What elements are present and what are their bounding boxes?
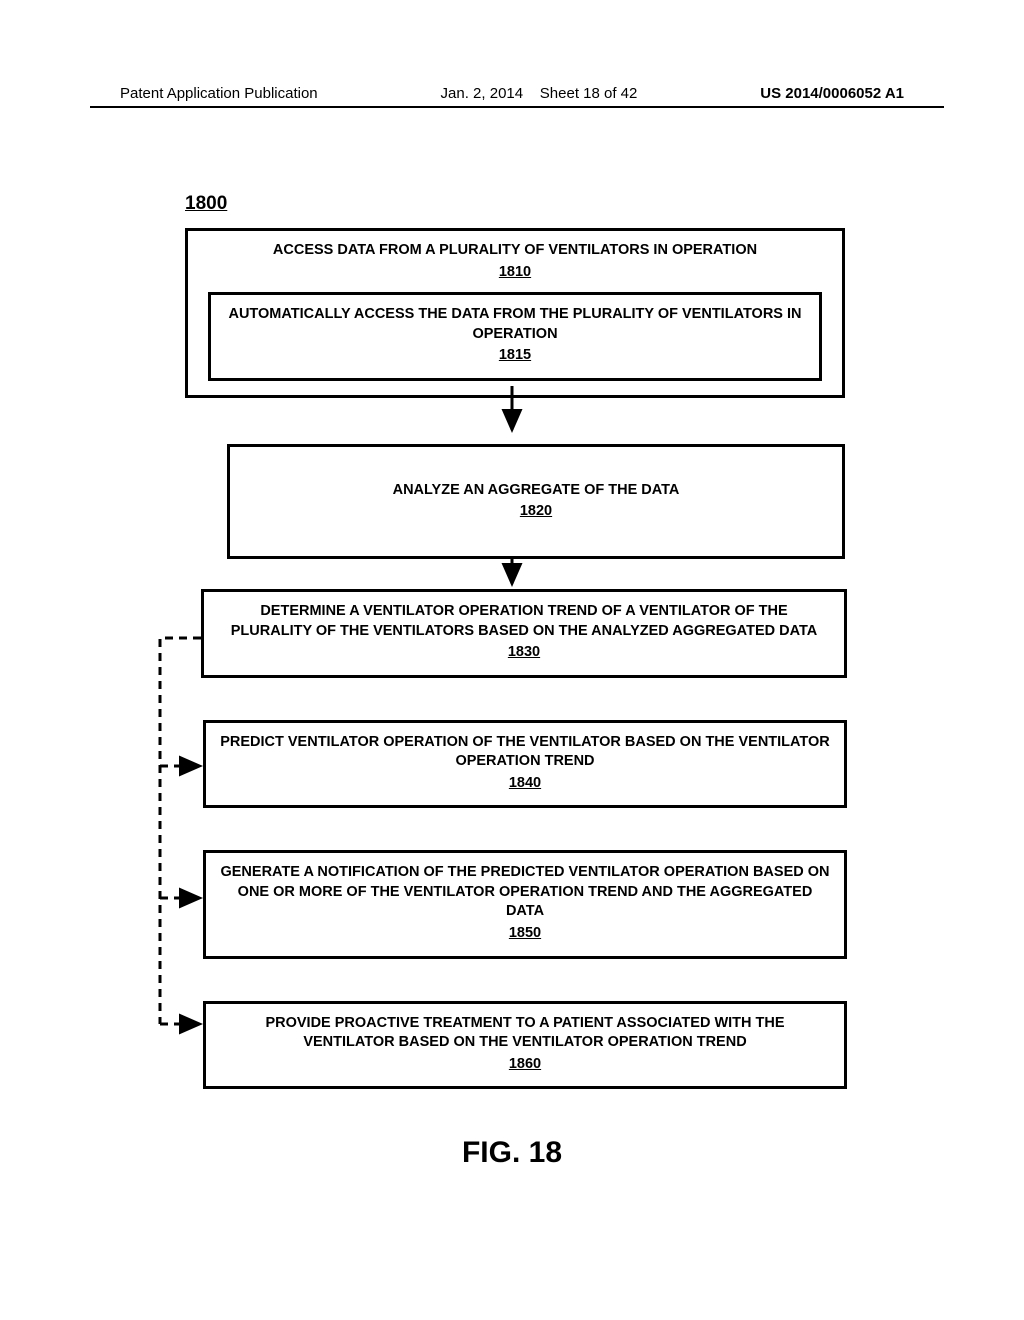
flow-step-ref: 1860 (220, 1055, 830, 1075)
flow-step-1850: GENERATE A NOTIFICATION OF THE PREDICTED… (203, 850, 847, 958)
flowchart: ACCESS DATA FROM A PLURALITY OF VENTILAT… (175, 228, 855, 1089)
flow-step-1815: AUTOMATICALLY ACCESS THE DATA FROM THE P… (208, 292, 822, 381)
flow-step-ref: 1810 (202, 263, 828, 283)
flow-step-text: GENERATE A NOTIFICATION OF THE PREDICTED… (220, 864, 829, 919)
header-rule (90, 106, 944, 108)
header-date-sheet: Jan. 2, 2014 Sheet 18 of 42 (441, 85, 638, 102)
flow-step-1860: PROVIDE PROACTIVE TREATMENT TO A PATIENT… (203, 1001, 847, 1090)
flow-step-text: PREDICT VENTILATOR OPERATION OF THE VENT… (220, 734, 830, 770)
figure-reference-number: 1800 (185, 193, 227, 215)
flow-step-text: AUTOMATICALLY ACCESS THE DATA FROM THE P… (228, 306, 801, 342)
flow-step-text: ACCESS DATA FROM A PLURALITY OF VENTILAT… (273, 242, 757, 258)
flow-step-ref: 1820 (244, 502, 828, 522)
flow-step-ref: 1815 (225, 346, 805, 366)
flow-step-1840: PREDICT VENTILATOR OPERATION OF THE VENT… (203, 720, 847, 809)
header-date: Jan. 2, 2014 (441, 85, 524, 102)
header-pub-no: US 2014/0006052 A1 (760, 85, 904, 102)
flow-step-ref: 1840 (220, 774, 830, 794)
spacer (175, 808, 855, 850)
spacer (175, 398, 855, 444)
flow-step-1820: ANALYZE AN AGGREGATE OF THE DATA 1820 (227, 444, 845, 559)
spacer (175, 959, 855, 1001)
header-publication: Patent Application Publication (120, 85, 318, 102)
flow-step-1810: ACCESS DATA FROM A PLURALITY OF VENTILAT… (185, 228, 845, 398)
spacer (175, 559, 855, 589)
flow-step-text: ANALYZE AN AGGREGATE OF THE DATA (393, 482, 680, 498)
header-sheet: Sheet 18 of 42 (540, 85, 638, 102)
flow-step-text: PROVIDE PROACTIVE TREATMENT TO A PATIENT… (265, 1015, 784, 1051)
spacer (175, 678, 855, 720)
flow-step-text: DETERMINE A VENTILATOR OPERATION TREND O… (231, 603, 817, 639)
page-header: Patent Application Publication Jan. 2, 2… (120, 85, 904, 102)
flow-step-ref: 1830 (218, 643, 830, 663)
flow-step-1830: DETERMINE A VENTILATOR OPERATION TREND O… (201, 589, 847, 678)
flow-step-ref: 1850 (220, 924, 830, 944)
figure-caption: FIG. 18 (0, 1136, 1024, 1170)
patent-page: Patent Application Publication Jan. 2, 2… (0, 0, 1024, 1320)
